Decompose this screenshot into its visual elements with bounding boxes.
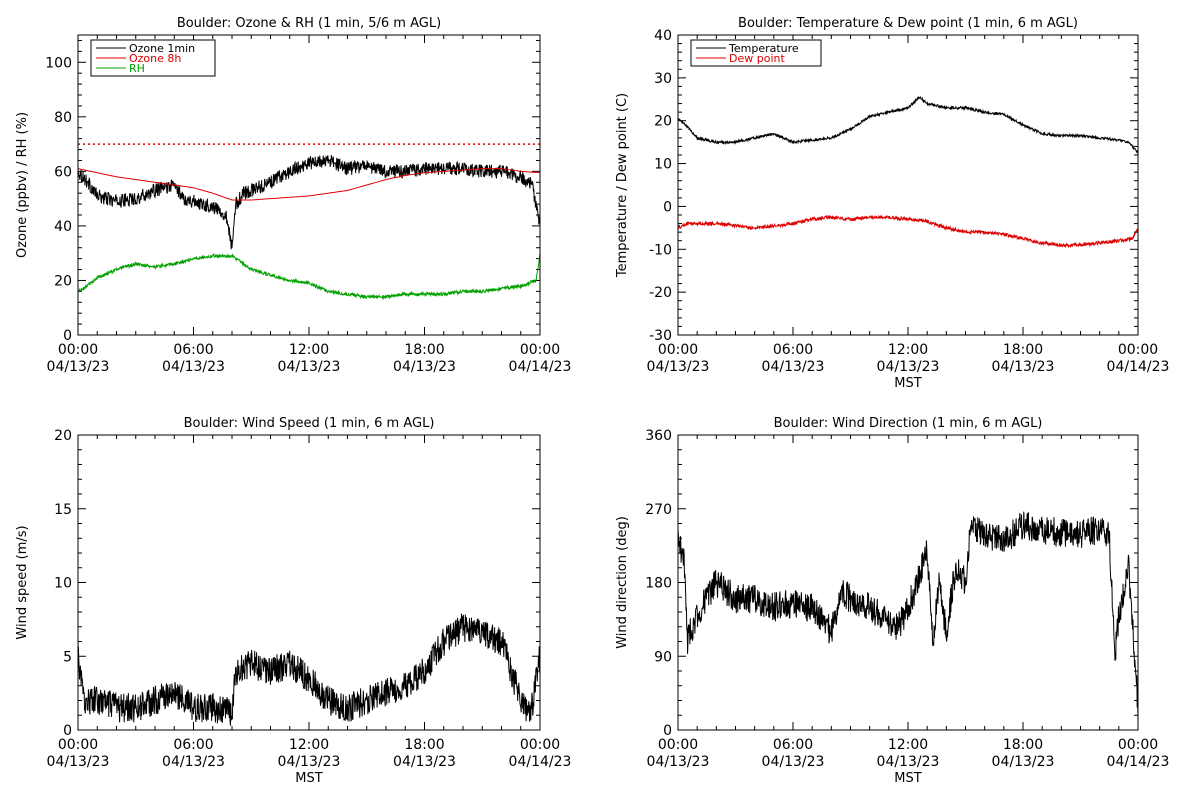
- y-tick-label: -30: [649, 328, 672, 344]
- x-tick-date-label: 04/14/23: [509, 359, 572, 375]
- x-tick-date-label: 04/14/23: [1107, 359, 1170, 375]
- legend-label: Dew point: [729, 52, 785, 65]
- y-axis-label: Temperature / Dew point (C): [615, 93, 630, 278]
- x-tick-date-label: 04/13/23: [877, 359, 940, 375]
- x-tick-time-label: 06:00: [173, 342, 213, 358]
- x-tick-time-label: 00:00: [520, 342, 560, 358]
- y-tick-label: 90: [654, 649, 672, 665]
- x-tick-time-label: 00:00: [658, 737, 698, 753]
- y-tick-label: 40: [654, 28, 672, 44]
- chart-title: Boulder: Wind Direction (1 min, 6 m AGL): [774, 416, 1043, 431]
- y-axis-label: Wind direction (deg): [615, 516, 630, 649]
- x-tick-time-label: 00:00: [58, 342, 98, 358]
- x-tick-time-label: 12:00: [289, 342, 329, 358]
- x-tick-date-label: 04/13/23: [393, 359, 456, 375]
- plot-frame: [77, 34, 541, 336]
- x-tick-date-label: 04/13/23: [278, 359, 341, 375]
- y-tick-label: 100: [45, 55, 72, 71]
- x-tick-date-label: 04/13/23: [393, 754, 456, 770]
- y-tick-label: 0: [663, 723, 672, 739]
- y-tick-label: 0: [663, 199, 672, 215]
- y-tick-label: -20: [649, 285, 672, 301]
- x-tick-date-label: 04/13/23: [992, 754, 1055, 770]
- x-tick-date-label: 04/13/23: [762, 359, 825, 375]
- y-tick-label: 360: [645, 428, 672, 444]
- y-tick-label: 0: [63, 328, 72, 344]
- wind-speed-panel: Boulder: Wind Speed (1 min, 6 m AGL) Wind…: [15, 416, 571, 786]
- chart-title: Boulder: Temperature & Dew point (1 min,…: [738, 16, 1078, 31]
- ozone-rh-panel: Boulder: Ozone & RH (1 min, 5/6 m AGL) Oz…: [15, 16, 571, 375]
- series-line-ozone-1min: [78, 155, 540, 250]
- y-tick-label: 10: [654, 157, 672, 173]
- y-tick-label: 20: [54, 428, 72, 444]
- series-line-dew-point: [678, 214, 1138, 249]
- series-line-temperature: [678, 96, 1138, 155]
- plot-frame: [77, 434, 541, 731]
- x-tick-date-label: 04/14/23: [1107, 754, 1170, 770]
- x-tick-time-label: 00:00: [1118, 342, 1158, 358]
- x-tick-date-label: 04/13/23: [47, 359, 110, 375]
- legend-box: [690, 39, 822, 67]
- x-tick-date-label: 04/13/23: [162, 359, 225, 375]
- chart-title: Boulder: Ozone & RH (1 min, 5/6 m AGL): [177, 16, 441, 31]
- x-tick-time-label: 06:00: [773, 342, 813, 358]
- y-tick-label: 20: [54, 273, 72, 289]
- y-tick-label: 80: [54, 110, 72, 126]
- x-tick-date-label: 04/13/23: [647, 359, 710, 375]
- x-tick-date-label: 04/13/23: [762, 754, 825, 770]
- series-line-main: [678, 511, 1138, 720]
- temperature-dewpoint-panel: Boulder: Temperature & Dew point (1 min,…: [615, 16, 1169, 391]
- y-tick-label: 5: [63, 649, 72, 665]
- x-axis-label: MST: [295, 771, 322, 786]
- y-tick-label: -10: [649, 242, 672, 258]
- y-tick-label: 0: [63, 723, 72, 739]
- x-tick-date-label: 04/13/23: [278, 754, 341, 770]
- x-tick-time-label: 06:00: [773, 737, 813, 753]
- y-tick-label: 15: [54, 502, 72, 518]
- y-tick-label: 270: [645, 502, 672, 518]
- y-axis-label: Ozone (ppbv) / RH (%): [15, 112, 30, 258]
- x-tick-time-label: 18:00: [404, 737, 444, 753]
- x-tick-time-label: 18:00: [1003, 737, 1043, 753]
- y-tick-label: 30: [654, 71, 672, 87]
- x-tick-time-label: 00:00: [658, 342, 698, 358]
- x-tick-date-label: 04/13/23: [647, 754, 710, 770]
- x-axis-label: MST: [894, 771, 921, 786]
- x-tick-date-label: 04/13/23: [992, 359, 1055, 375]
- chart-title: Boulder: Wind Speed (1 min, 6 m AGL): [184, 416, 435, 431]
- y-tick-label: 40: [54, 219, 72, 235]
- y-tick-label: 10: [54, 576, 72, 592]
- series-line-main: [78, 613, 540, 726]
- x-tick-date-label: 04/13/23: [162, 754, 225, 770]
- x-tick-time-label: 06:00: [173, 737, 213, 753]
- x-tick-time-label: 12:00: [888, 342, 928, 358]
- x-tick-time-label: 00:00: [520, 737, 560, 753]
- legend-label: RH: [129, 62, 145, 75]
- x-tick-time-label: 18:00: [1003, 342, 1043, 358]
- y-axis-label: Wind speed (m/s): [15, 525, 30, 639]
- plot-frame: [677, 34, 1139, 336]
- legend-label: Ozone 8h: [129, 52, 181, 65]
- plot-frame: [677, 434, 1139, 731]
- x-tick-time-label: 00:00: [1118, 737, 1158, 753]
- y-tick-label: 20: [654, 114, 672, 130]
- x-tick-date-label: 04/13/23: [877, 754, 940, 770]
- x-tick-time-label: 18:00: [404, 342, 444, 358]
- legend-label: Temperature: [728, 42, 799, 55]
- x-axis-label: MST: [894, 376, 921, 391]
- x-tick-date-label: 04/14/23: [509, 754, 572, 770]
- series-line-ozone-8h: [78, 168, 540, 201]
- x-tick-date-label: 04/13/23: [47, 754, 110, 770]
- series-line-rh: [78, 252, 540, 301]
- y-tick-label: 60: [54, 164, 72, 180]
- x-tick-time-label: 12:00: [888, 737, 928, 753]
- x-tick-time-label: 12:00: [289, 737, 329, 753]
- legend-label: Ozone 1min: [129, 42, 195, 55]
- x-tick-time-label: 00:00: [58, 737, 98, 753]
- wind-direction-panel: Boulder: Wind Direction (1 min, 6 m AGL)…: [615, 416, 1169, 786]
- y-tick-label: 180: [645, 576, 672, 592]
